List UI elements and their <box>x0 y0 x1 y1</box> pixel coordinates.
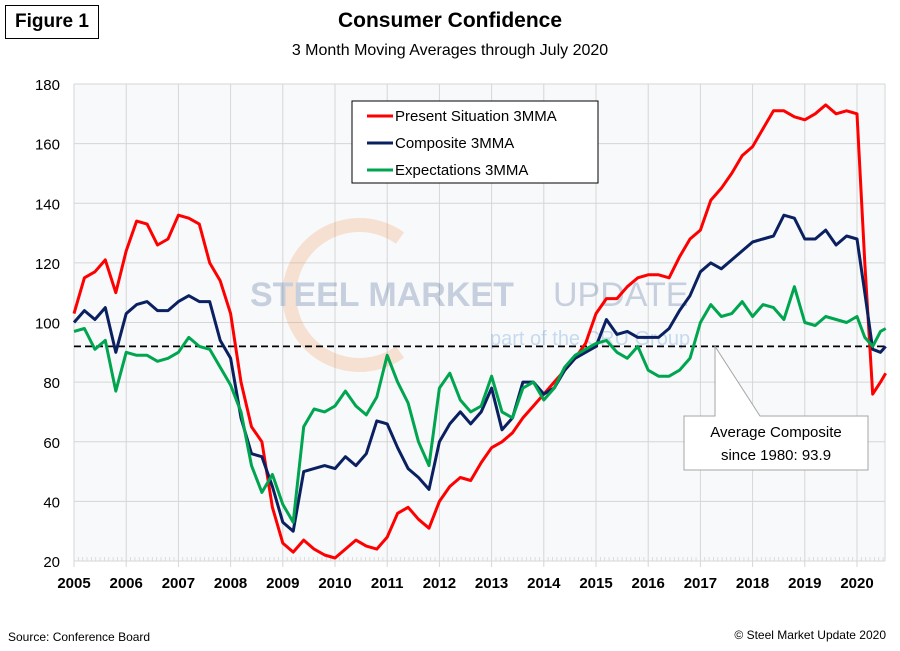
x-tick-label: 2005 <box>57 575 90 592</box>
y-tick-label: 120 <box>35 256 60 273</box>
copyright-note: © Steel Market Update 2020 <box>734 628 886 642</box>
x-tick-label: 2009 <box>266 575 299 592</box>
x-tick-label: 2012 <box>423 575 456 592</box>
watermark: STEEL MARKET UPDATE part of the CRU Grou… <box>250 218 690 372</box>
watermark-arc-icon <box>282 218 405 372</box>
y-axis: 20 40 60 80 100 120 140 160 180 <box>35 77 60 571</box>
legend-label-expectations: Expectations 3MMA <box>395 162 528 179</box>
annotation-line1: Average Composite <box>710 424 841 441</box>
chart-subtitle: 3 Month Moving Averages through July 202… <box>291 42 609 59</box>
y-tick-label: 160 <box>35 137 60 154</box>
series-lines <box>72 103 887 560</box>
x-tick-label: 2020 <box>840 575 873 592</box>
x-tick-label: 2017 <box>684 575 717 592</box>
series-expectations <box>73 285 887 524</box>
watermark-steel-market: STEEL MARKET <box>250 276 514 314</box>
y-tick-label: 40 <box>43 494 60 511</box>
x-tick-label: 2014 <box>527 575 561 592</box>
x-tick-label: 2018 <box>736 575 769 592</box>
y-tick-label: 80 <box>43 375 60 392</box>
x-tick-label: 2011 <box>371 575 404 592</box>
y-tick-label: 140 <box>35 196 60 213</box>
y-tick-label: 180 <box>35 77 60 94</box>
x-tick-label: 2007 <box>162 575 195 592</box>
source-note: Source: Conference Board <box>8 630 151 644</box>
y-tick-label: 60 <box>43 435 60 452</box>
x-tick-label: 2019 <box>788 575 821 592</box>
x-tick-label: 2008 <box>214 575 247 592</box>
legend: Present Situation 3MMA Composite 3MMA Ex… <box>351 100 599 184</box>
annotation-line2: since 1980: 93.9 <box>721 447 831 464</box>
x-tick-label: 2006 <box>110 575 143 592</box>
average-annotation: Average Composite since 1980: 93.9 <box>683 344 869 471</box>
x-tick-label: 2015 <box>579 575 612 592</box>
figure-label: Figure 1 <box>5 5 99 39</box>
watermark-part-of: part of the CRU Group <box>490 328 690 350</box>
x-axis: 2005 2006 2007 2008 2009 2010 2011 2012 2013 2014… <box>57 575 873 592</box>
series-composite <box>72 213 887 533</box>
series-present <box>72 103 887 560</box>
x-tick-label: 2013 <box>475 575 508 592</box>
x-tick-label: 2010 <box>318 575 351 592</box>
legend-label-present: Present Situation 3MMA <box>395 108 557 125</box>
y-tick-label: 100 <box>35 316 60 333</box>
x-tick-label: 2016 <box>632 575 665 592</box>
y-tick-label: 20 <box>43 554 60 571</box>
chart-title: Consumer Confidence <box>337 9 563 32</box>
legend-label-composite: Composite 3MMA <box>395 135 514 152</box>
